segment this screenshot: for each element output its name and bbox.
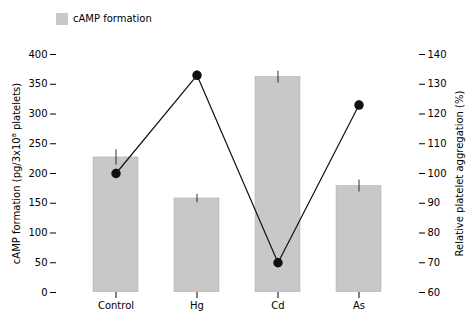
svg-text:100: 100 — [428, 168, 447, 179]
svg-text:Hg: Hg — [190, 300, 204, 311]
svg-text:300: 300 — [28, 108, 47, 119]
svg-text:110: 110 — [428, 138, 447, 149]
svg-text:150: 150 — [28, 197, 47, 208]
svg-text:100: 100 — [28, 227, 47, 238]
svg-text:Relative platelet aggregation: Relative platelet aggregation (%) — [454, 90, 465, 256]
svg-text:90: 90 — [428, 197, 441, 208]
svg-text:70: 70 — [428, 257, 441, 268]
svg-text:cAMP formation (pg/3x10⁸ plate: cAMP formation (pg/3x10⁸ platelets) — [11, 83, 22, 265]
svg-text:400: 400 — [28, 49, 47, 60]
svg-text:Cd: Cd — [271, 300, 284, 311]
svg-text:250: 250 — [28, 138, 47, 149]
svg-text:120: 120 — [428, 108, 447, 119]
svg-text:Control: Control — [98, 300, 134, 311]
svg-text:As: As — [353, 300, 365, 311]
svg-text:50: 50 — [35, 257, 48, 268]
svg-text:350: 350 — [28, 78, 47, 89]
html-text:cAMP formation: cAMP formation — [73, 13, 152, 24]
svg-text:60: 60 — [428, 287, 441, 298]
svg-text:130: 130 — [428, 78, 447, 89]
svg-text:0: 0 — [41, 287, 47, 298]
svg-text:140: 140 — [428, 49, 447, 60]
svg-text:200: 200 — [28, 168, 47, 179]
svg-text:80: 80 — [428, 227, 441, 238]
